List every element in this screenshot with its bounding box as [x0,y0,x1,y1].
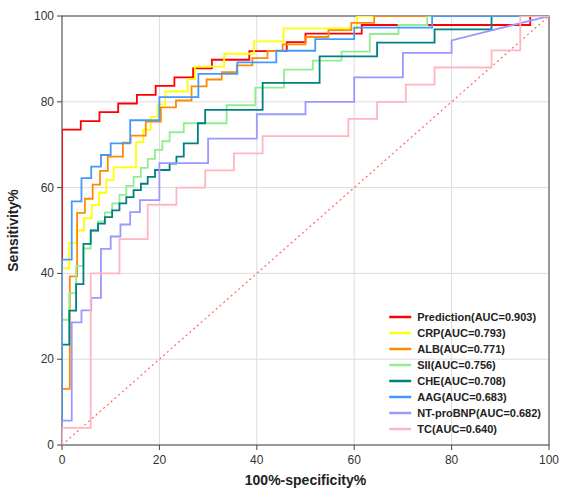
axes: 0 20 40 60 80 100 0 20 40 60 80 100 [34,9,559,467]
chart: 0 20 40 60 80 100 0 20 40 60 80 100 100%-specificity… [0,0,565,497]
plot-frame [62,16,549,445]
roc-curve [62,16,549,445]
roc-curve [62,16,549,445]
x-tick [549,445,550,450]
reference-line [62,16,549,445]
y-axis-label: Sensitivity% [5,189,21,272]
legend-swatch [389,380,411,383]
legend-label: CRP(AUC=0.793) [417,327,506,339]
background [0,0,565,497]
x-tick-label: 100 [539,453,559,467]
x-grid-line [256,16,257,445]
y-tick-label: 20 [41,352,55,366]
x-tick-label: 20 [153,453,167,467]
y-tick [57,359,62,360]
legend-label: AAG(AUC=0.683) [417,391,507,403]
legend-swatch [389,316,411,319]
legend-swatch [389,412,411,415]
legend-label: ALB(AUC=0.771) [417,343,505,355]
legend-label: CHE(AUC=0.708) [417,375,506,387]
x-tick-label: 80 [445,453,459,467]
y-grid-line [62,187,549,188]
legend-swatch [389,428,411,431]
legend-label: NT-proBNP(AUC=0.682) [417,407,541,419]
roc-curve [62,16,549,445]
legend-swatch [389,332,411,335]
x-tick [159,445,160,450]
x-tick-label: 40 [250,453,264,467]
y-tick-label: 60 [41,181,55,195]
x-tick [354,445,355,450]
x-tick [451,445,452,450]
x-tick-label: 0 [59,453,66,467]
y-tick [57,273,62,274]
legend-swatch [389,348,411,351]
legend-label: TC(AUC=0.640) [417,423,497,435]
y-tick [57,187,62,188]
y-grid-line [62,273,549,274]
y-tick-label: 80 [41,95,55,109]
plot-data [62,16,549,445]
y-tick-label: 0 [47,438,54,452]
legend-swatch [389,364,411,367]
y-tick [57,101,62,102]
roc-curve [62,16,549,445]
grid [62,16,549,445]
x-tick [62,445,63,450]
y-tick-label: 100 [34,9,54,23]
legend-label: Prediction(AUC=0.903) [417,311,536,323]
legend-label: SII(AUC=0.756) [417,359,496,371]
roc-curve [62,16,549,445]
legend: Prediction(AUC=0.903) CRP(AUC=0.793) ALB(A… [389,311,541,435]
roc-curve [62,16,549,445]
y-tick-label: 40 [41,266,55,280]
y-tick [57,445,62,446]
roc-curve [62,16,549,445]
x-tick [256,445,257,450]
x-axis-label: 100%-specificity% [245,472,367,488]
roc-curve [62,16,549,445]
x-tick-label: 60 [348,453,362,467]
legend-swatch [389,396,411,399]
y-tick [57,16,62,17]
x-grid-line [159,16,160,445]
